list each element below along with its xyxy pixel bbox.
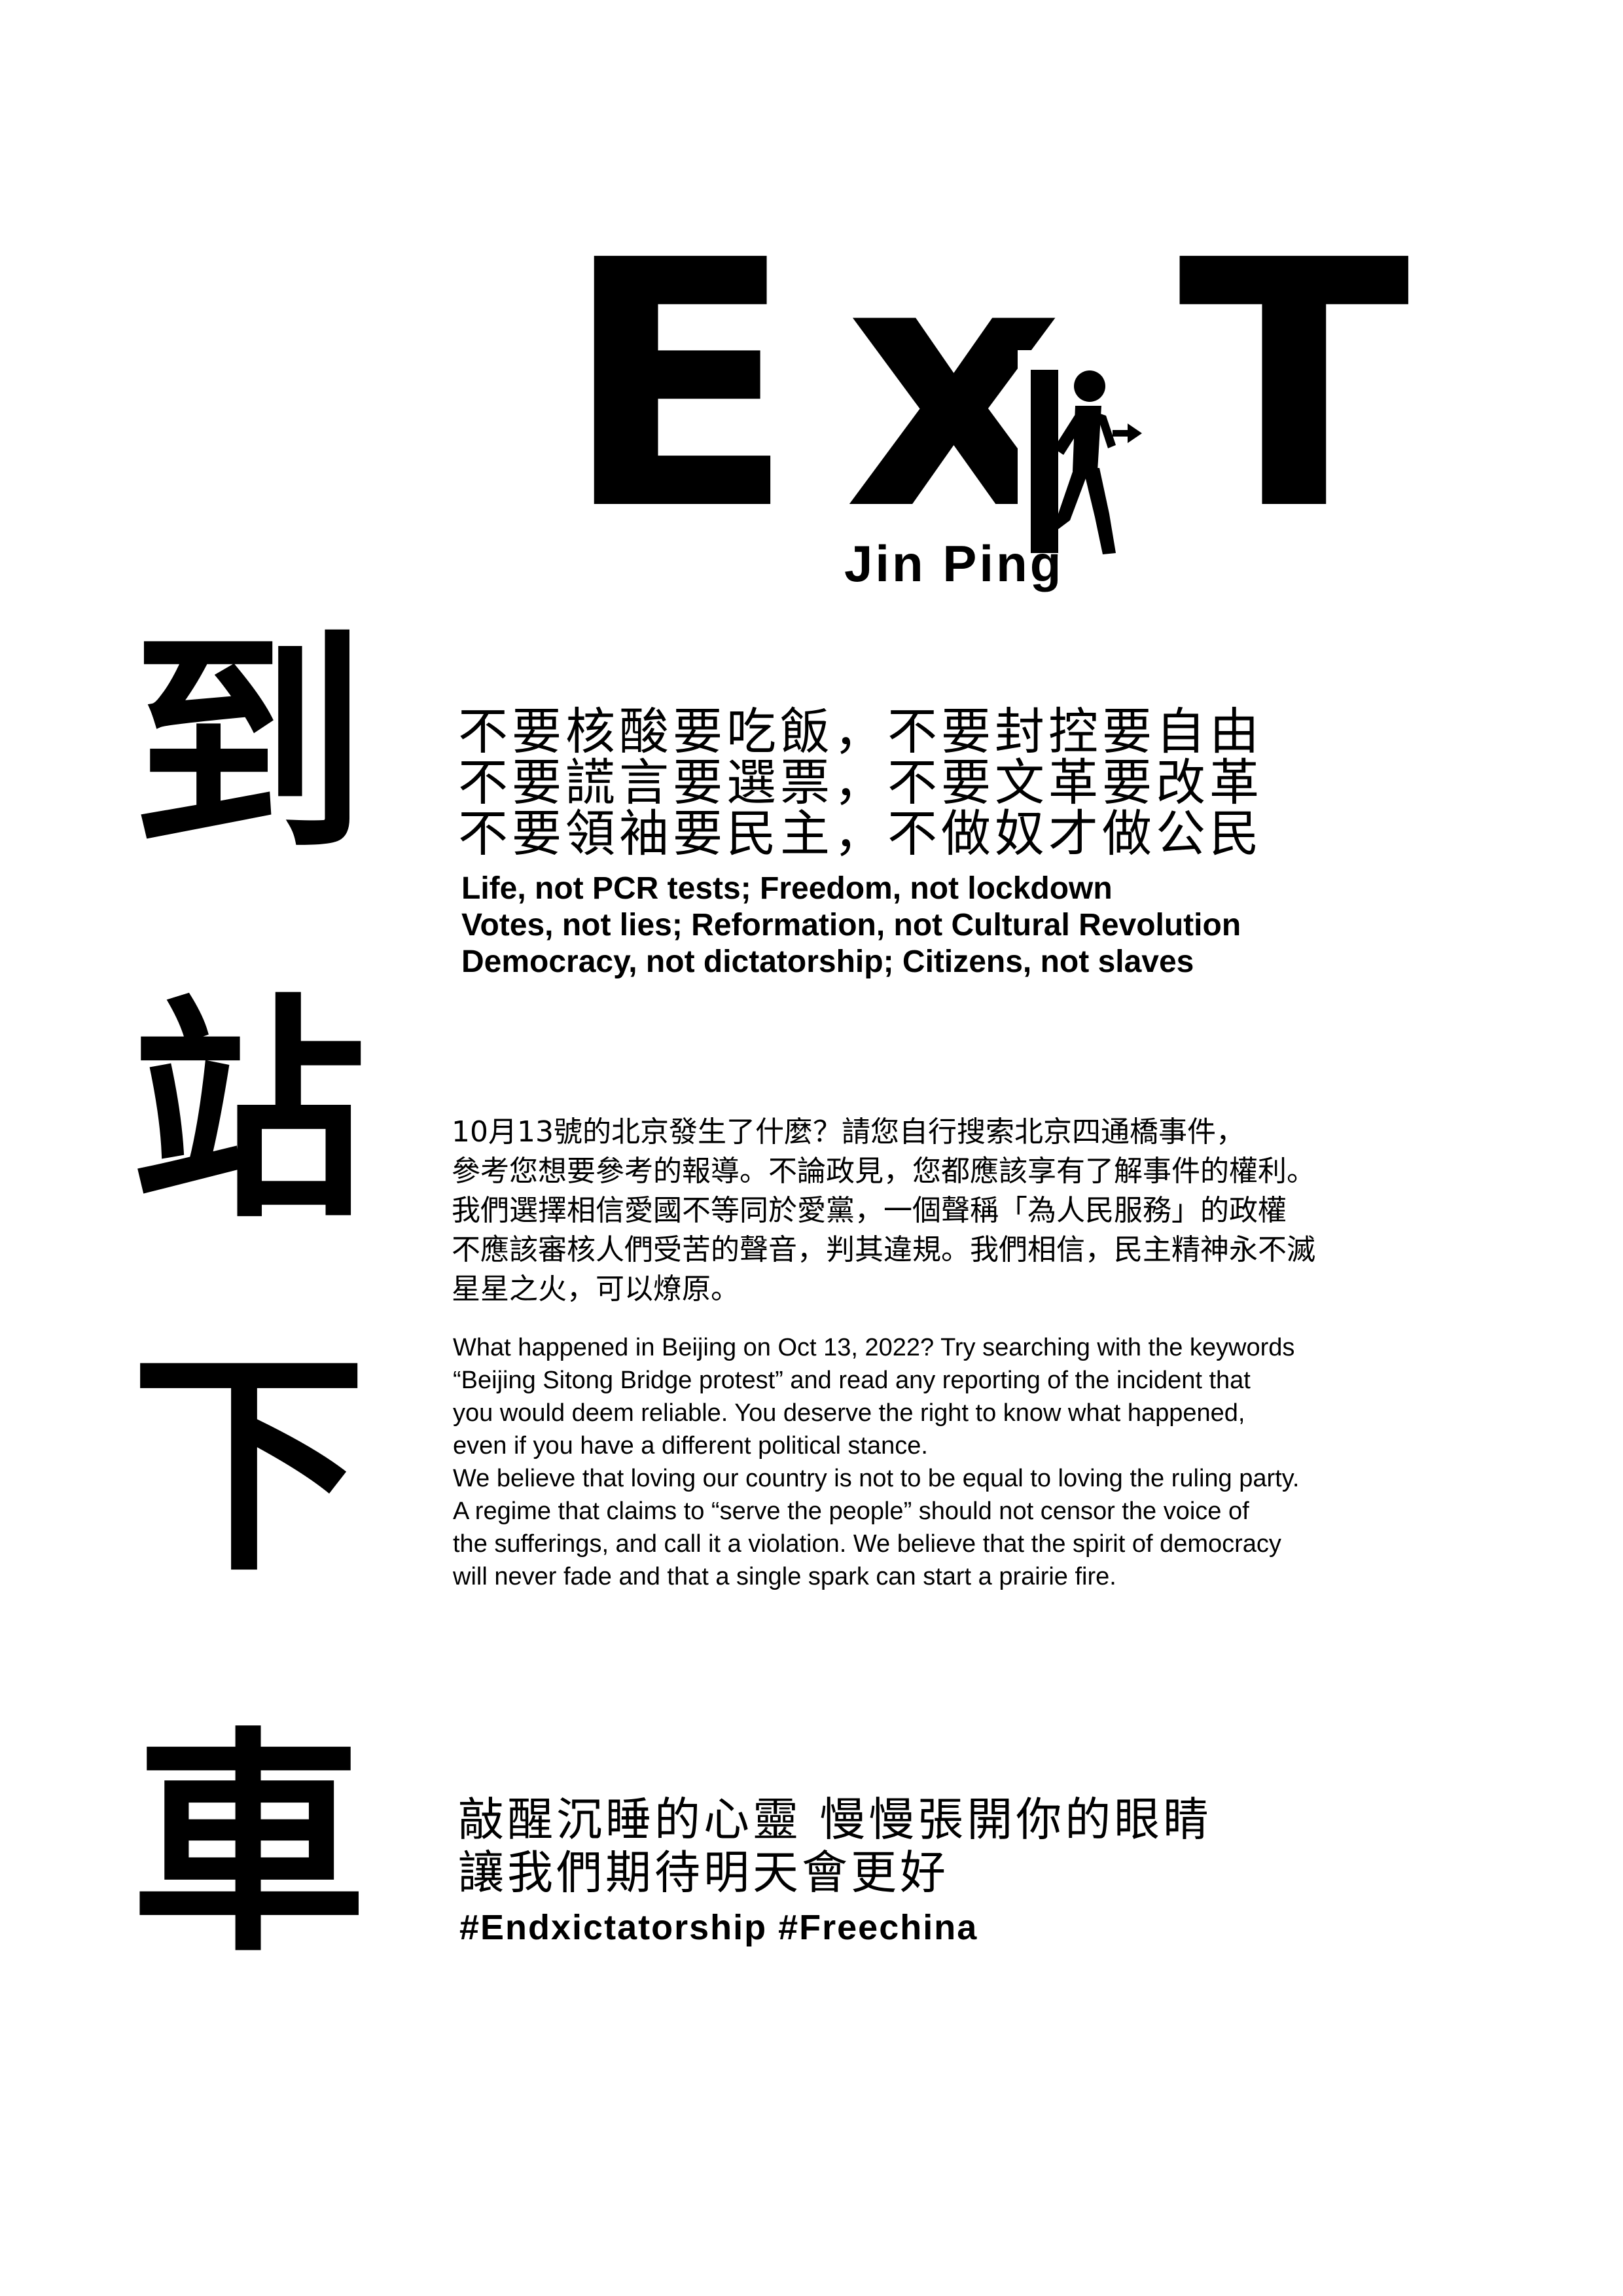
- running-man-exit-icon: [1018, 350, 1145, 569]
- big-char-che: 車: [131, 1708, 366, 1982]
- closing-cn-line: 讓我們期待明天會更好: [458, 1846, 949, 1899]
- paragraph-cn-line: 不應該審核人們受苦的聲音，判其違規。我們相信，民主精神永不滅: [452, 1233, 1315, 1266]
- slogan-en-line: Life, not PCR tests; Freedom, not lockdo…: [461, 871, 1113, 906]
- paragraph-cn-line: 星星之火，可以燎原。: [452, 1272, 740, 1306]
- closing-cn-line: 敲醒沉睡的心靈 慢慢張開你的眼睛: [458, 1793, 1213, 1846]
- slogan-cn-line: 不要領袖要民主，不做奴才做公民: [458, 804, 1263, 863]
- paragraph-en-line: We believe that loving our country is no…: [453, 1465, 1300, 1492]
- title-letter-t: T: [1178, 188, 1410, 584]
- title-letter-e: E: [563, 188, 796, 584]
- paragraph-en-line: the sufferings, and call it a violation.…: [453, 1530, 1281, 1558]
- big-char-xia: 下: [131, 1329, 366, 1603]
- paragraph-cn-line: 我們選擇相信愛國不等同於愛黨，一個聲稱「為人民服務」的政權: [452, 1194, 1287, 1227]
- paragraph-en-line: What happened in Beijing on Oct 13, 2022…: [453, 1334, 1295, 1361]
- slogan-en-line: Democracy, not dictatorship; Citizens, n…: [461, 944, 1194, 979]
- paragraph-en-line: even if you have a different political s…: [453, 1432, 928, 1460]
- big-char-zhan: 站: [131, 975, 366, 1249]
- hashtags: #Endxictatorship #Freechina: [459, 1908, 978, 1947]
- paragraph-en-line: will never fade and that a single spark …: [453, 1563, 1116, 1590]
- paragraph-cn-line: 10月13號的北京發生了什麼？請您自行搜索北京四通橋事件，: [452, 1115, 1245, 1149]
- slogan-en-line: Votes, not lies; Reformation, not Cultur…: [461, 908, 1241, 942]
- paragraph-en-line: A regime that claims to “serve the peopl…: [453, 1498, 1249, 1525]
- slogan-cn-line: 不要核酸要吃飯，不要封控要自由: [458, 702, 1263, 761]
- subtitle: Jin Ping: [844, 535, 1064, 592]
- paragraph-en-line: you would deem reliable. You deserve the…: [453, 1399, 1245, 1427]
- paragraph-cn-line: 參考您想要參考的報導。不論政見，您都應該享有了解事件的權利。: [452, 1155, 1315, 1188]
- paragraph-en-line: “Beijing Sitong Bridge protest” and read…: [453, 1367, 1251, 1394]
- slogan-cn-line: 不要謊言要選票，不要文革要改革: [458, 753, 1263, 812]
- big-char-dao: 到: [131, 609, 366, 883]
